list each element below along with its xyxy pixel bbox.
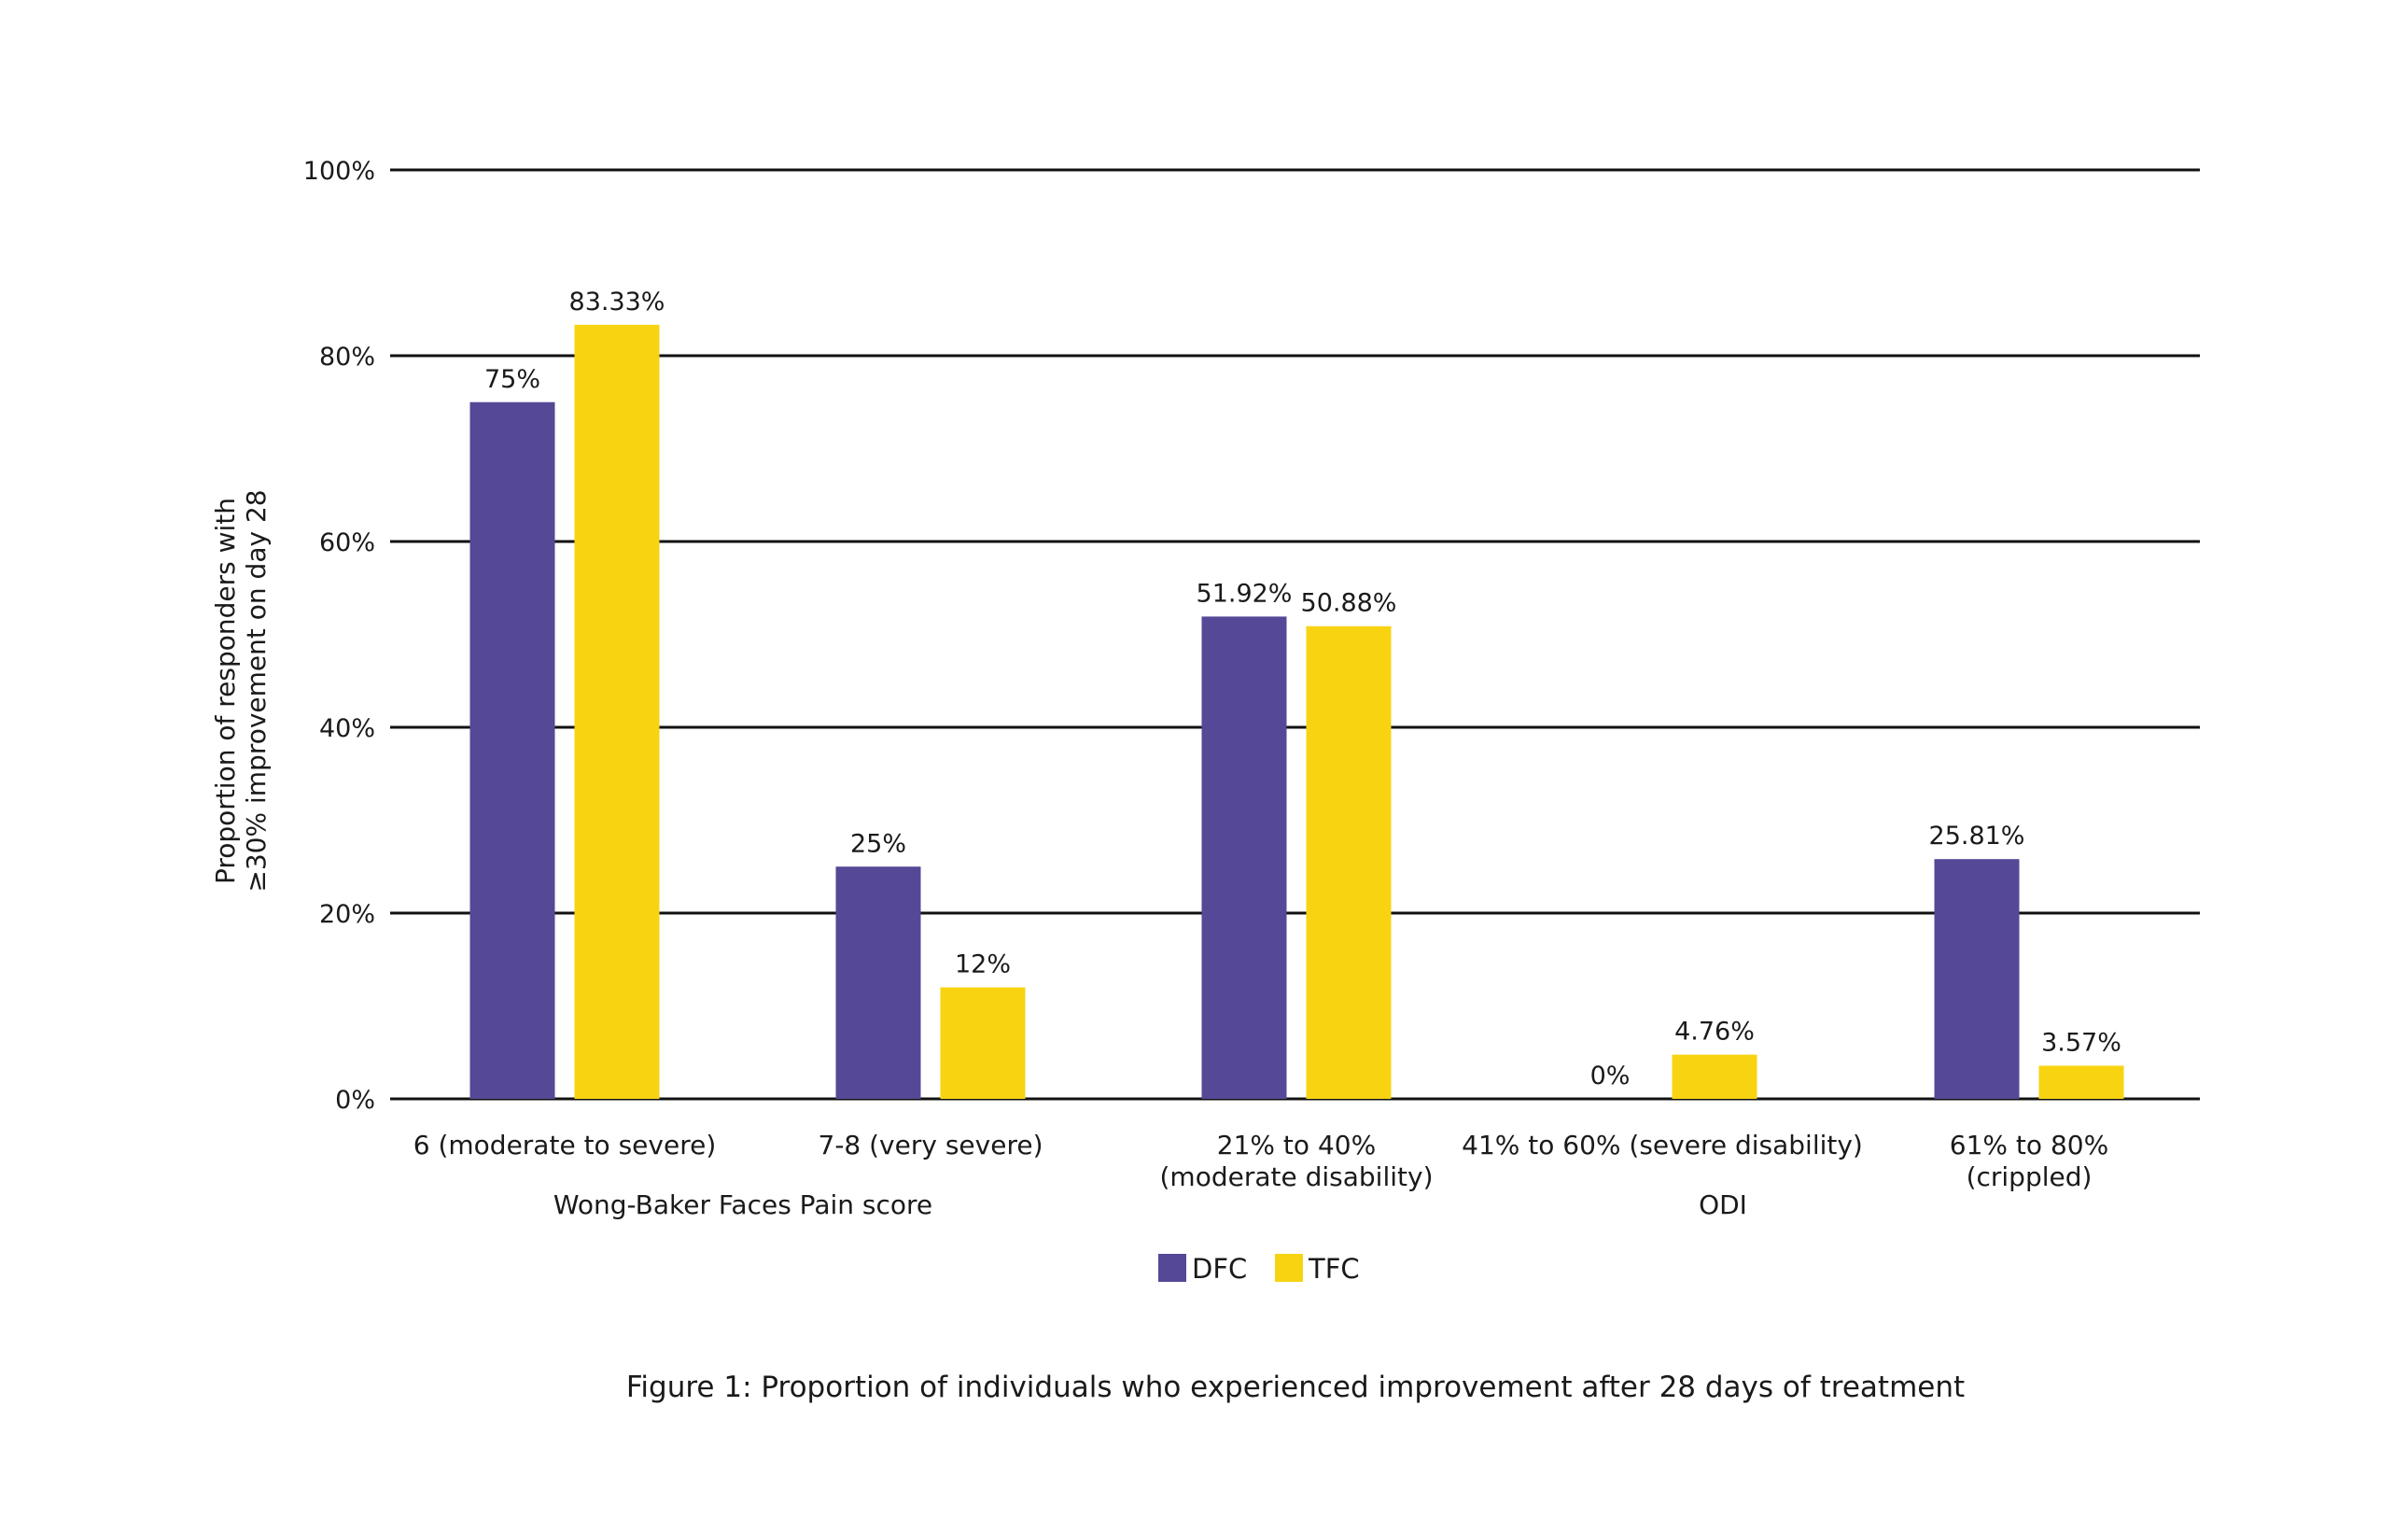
legend-swatch-tfc — [1275, 1254, 1303, 1282]
figure-caption: Figure 1: Proportion of individuals who … — [626, 1371, 1965, 1404]
data-label-dfc: 25% — [850, 829, 906, 858]
x-axis-group-labels: Wong-Baker Faces Pain score ODI — [553, 1189, 1747, 1220]
category-label: (crippled) — [1967, 1161, 2093, 1192]
y-tick-label: 40% — [319, 714, 375, 743]
bar-dfc — [1934, 859, 2020, 1099]
bar-dfc — [1201, 616, 1287, 1099]
category-group-label: ODI — [1699, 1189, 1747, 1220]
bar-tfc — [940, 987, 1026, 1099]
x-axis-category-labels: 6 (moderate to severe) 7-8 (very severe) 2… — [413, 1130, 2108, 1192]
bar-tfc — [1306, 626, 1392, 1099]
y-tick-label: 0% — [335, 1086, 375, 1115]
y-tick-label: 100% — [303, 157, 375, 186]
data-label-dfc: 25.81% — [1929, 822, 2025, 851]
gridlines — [390, 168, 2200, 1101]
data-label-tfc: 12% — [955, 950, 1011, 979]
data-label-dfc: 51.92% — [1197, 579, 1293, 608]
category-label: 7-8 (very severe) — [819, 1130, 1043, 1160]
bar-tfc — [574, 324, 660, 1100]
category-label: 61% to 80% — [1950, 1130, 2108, 1160]
data-label-tfc: 4.76% — [1674, 1018, 1755, 1047]
data-label-tfc: 3.57% — [2041, 1028, 2121, 1057]
legend-label-dfc: DFC — [1192, 1253, 1247, 1285]
legend-swatch-dfc — [1158, 1254, 1186, 1282]
y-tick-label: 80% — [319, 343, 375, 372]
legend: DFC TFC — [1158, 1253, 1360, 1285]
bar-dfc — [469, 401, 555, 1099]
category-label: 41% to 60% (severe disability) — [1462, 1130, 1863, 1160]
bar-tfc — [2038, 1065, 2124, 1099]
category-group-label: Wong-Baker Faces Pain score — [553, 1189, 932, 1220]
y-axis-label-line: ≥30% improvement on day 28 — [241, 489, 272, 892]
bar-dfc — [835, 866, 921, 1099]
data-label-dfc: 75% — [484, 365, 540, 394]
y-axis-ticks: 0% 20% 40% 60% 80% 100% — [303, 157, 375, 1115]
category-label: 21% to 40% — [1217, 1130, 1376, 1160]
y-tick-label: 20% — [319, 900, 375, 929]
legend-label-tfc: TFC — [1308, 1253, 1360, 1285]
bar-tfc — [1672, 1054, 1757, 1099]
data-label-dfc: 0% — [1590, 1062, 1631, 1090]
y-axis-label-line: Proportion of responders with — [210, 498, 241, 884]
category-label: 6 (moderate to severe) — [413, 1130, 717, 1160]
y-axis-label: Proportion of responders with ≥30% improv… — [210, 489, 272, 892]
bars — [469, 324, 2124, 1100]
y-tick-label: 60% — [319, 528, 375, 557]
data-label-tfc: 50.88% — [1301, 589, 1397, 618]
data-labels: 75% 25% 51.92% 0% 25.81% 83.33% 12% 50.88% 4.76%… — [484, 288, 2121, 1090]
category-label: (moderate disability) — [1160, 1161, 1434, 1192]
data-label-tfc: 83.33% — [569, 288, 665, 316]
